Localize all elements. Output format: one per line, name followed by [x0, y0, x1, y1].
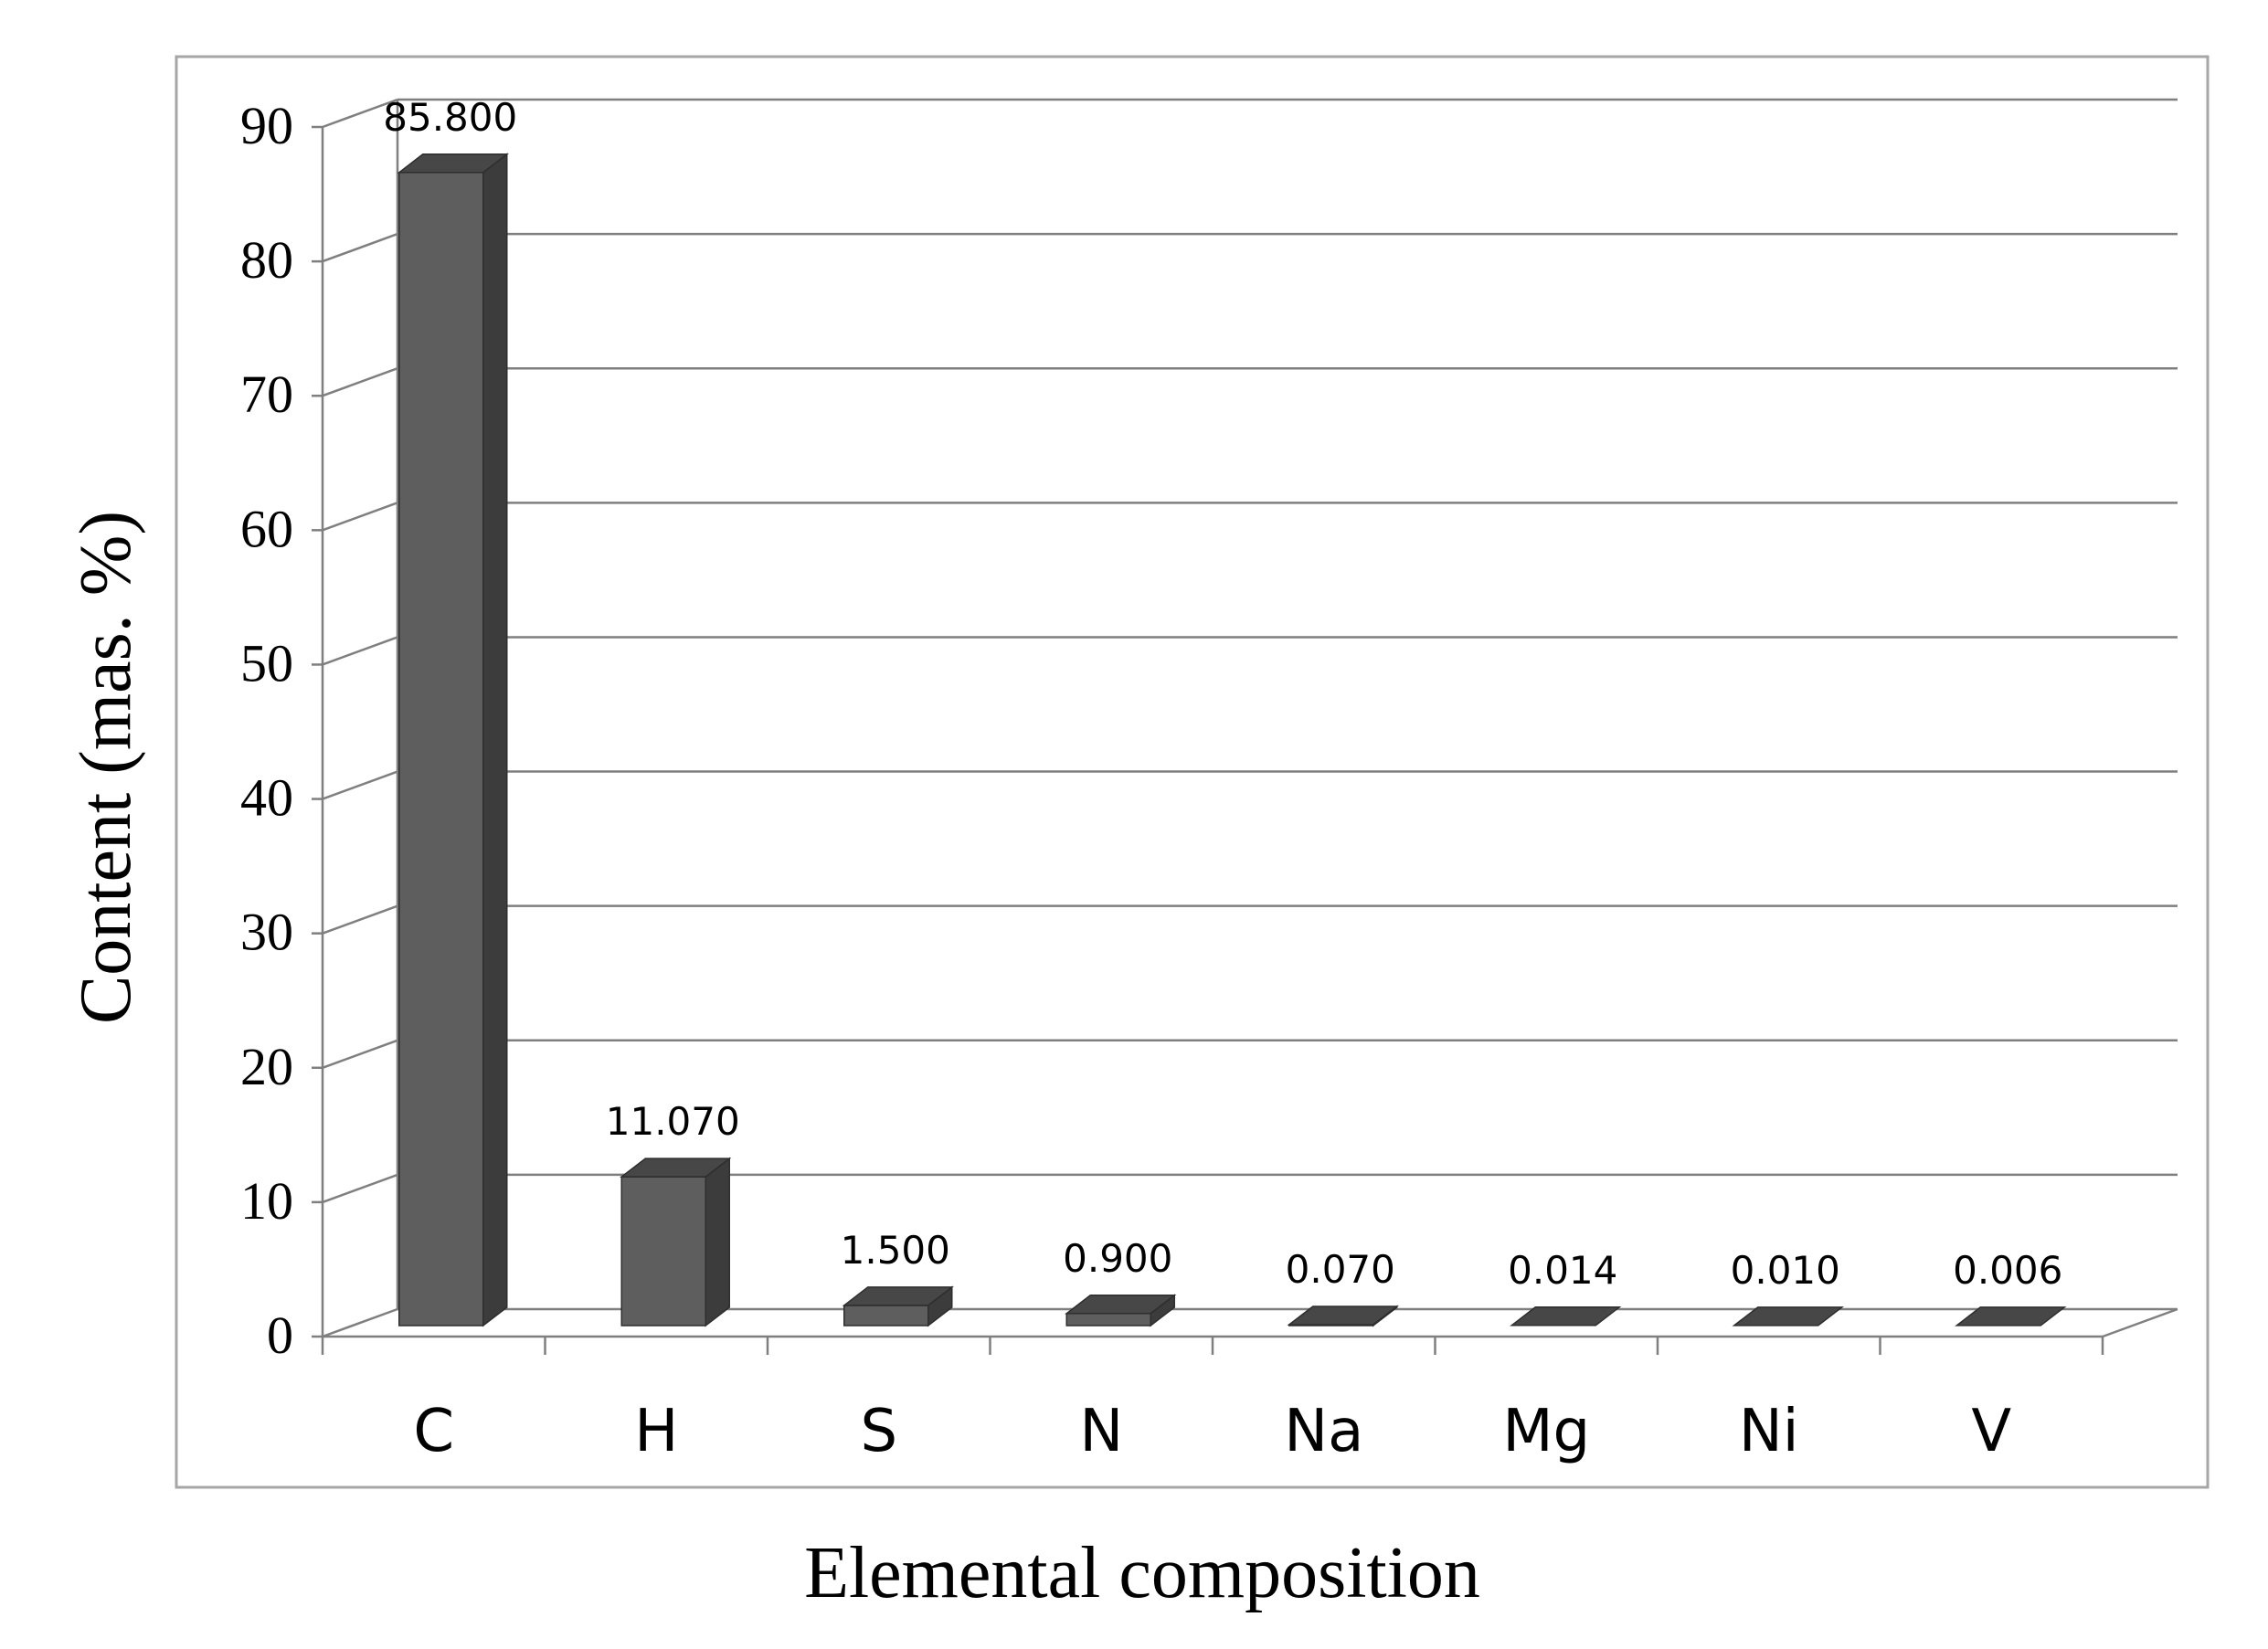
bar-front: [1065, 1313, 1151, 1327]
y-tick-label: 10: [240, 1171, 293, 1231]
side-wall-line: [322, 1039, 398, 1069]
bar-Ni: [1732, 1306, 1844, 1327]
bar-top: [1955, 1306, 2067, 1327]
bar-top: [397, 153, 509, 174]
y-tick-label: 60: [240, 499, 293, 558]
bar-H: [620, 1157, 732, 1327]
data-label: 11.070: [606, 1099, 740, 1144]
bar-top: [842, 1286, 954, 1306]
x-tick-label: S: [860, 1398, 897, 1465]
side-wall-line: [322, 904, 398, 935]
bar-Na: [1287, 1305, 1399, 1327]
side-wall-line: [322, 770, 398, 800]
data-label: 0.900: [1063, 1236, 1172, 1281]
bar-front: [843, 1305, 929, 1327]
side-wall-line: [322, 636, 398, 666]
data-label: 85.800: [383, 95, 517, 140]
y-axis-title: Content (mas. %): [66, 511, 146, 1024]
x-axis-title: Elemental composition: [804, 1533, 1480, 1613]
y-tick-label: 0: [267, 1305, 293, 1365]
bar-C: [397, 153, 509, 1327]
x-tick-label: Ni: [1739, 1398, 1799, 1465]
bar-top: [1287, 1305, 1399, 1326]
x-tick-label: C: [413, 1398, 454, 1465]
side-wall-line: [322, 98, 398, 129]
bar-front: [620, 1176, 706, 1327]
side-wall-line: [322, 232, 398, 263]
x-tick-label: N: [1079, 1398, 1123, 1465]
y-tick-label: 30: [240, 903, 293, 962]
y-tick-label: 90: [240, 96, 293, 155]
bar-top: [1065, 1295, 1177, 1315]
side-wall-line: [322, 367, 398, 397]
bar-S: [842, 1285, 954, 1327]
bar-N: [1065, 1294, 1177, 1327]
bar-top: [1732, 1306, 1844, 1327]
side-wall-line: [322, 502, 398, 532]
bar-front: [398, 172, 484, 1327]
data-label: 0.006: [1953, 1248, 2062, 1293]
data-label: 0.010: [1731, 1248, 1840, 1293]
x-tick-label: Mg: [1502, 1398, 1590, 1465]
y-tick-label: 20: [240, 1037, 293, 1096]
x-tick-label: Na: [1284, 1398, 1363, 1465]
data-label: 0.014: [1508, 1248, 1617, 1293]
bar-side: [482, 153, 508, 1327]
tick-labels: 0 10 20 30 40 50 60 70 80 90 C H S N Na Mg Ni V: [240, 96, 2011, 1465]
bar-top: [620, 1157, 732, 1178]
bars: [397, 153, 2067, 1327]
y-tick-label: 80: [240, 230, 293, 290]
y-tick-label: 40: [240, 768, 293, 828]
bar-side: [705, 1157, 730, 1327]
bar-V: [1955, 1306, 2067, 1327]
y-tick-label: 50: [240, 633, 293, 692]
y-tick-label: 70: [240, 365, 293, 424]
floor-right-edge: [2102, 1307, 2178, 1338]
side-wall-line: [322, 1307, 398, 1338]
x-tick-label: H: [634, 1398, 678, 1465]
data-labels: 85.800 11.070 1.500 0.900 0.070 0.014 0.010 0.0…: [383, 95, 2062, 1293]
side-wall-line: [322, 1173, 398, 1204]
bar-Mg: [1510, 1306, 1622, 1327]
bar-top: [1510, 1306, 1622, 1327]
data-label: 1.500: [841, 1228, 950, 1273]
x-tick-label: V: [1971, 1398, 2011, 1465]
data-label: 0.070: [1286, 1247, 1395, 1292]
